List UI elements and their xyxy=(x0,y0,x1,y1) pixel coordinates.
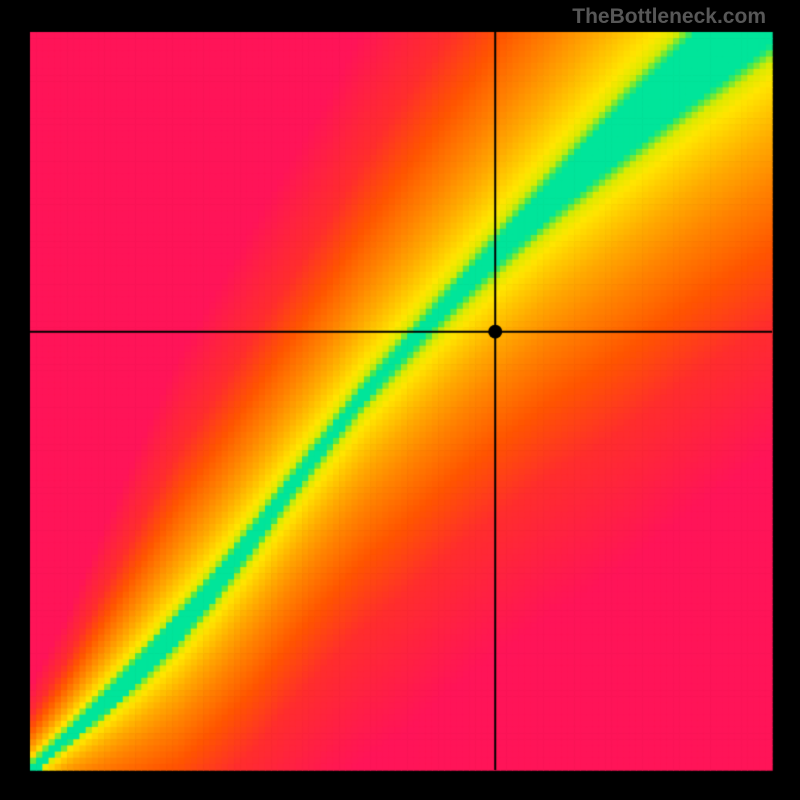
bottleneck-heatmap xyxy=(0,0,800,800)
chart-container: TheBottleneck.com xyxy=(0,0,800,800)
attribution-text: TheBottleneck.com xyxy=(572,5,766,29)
